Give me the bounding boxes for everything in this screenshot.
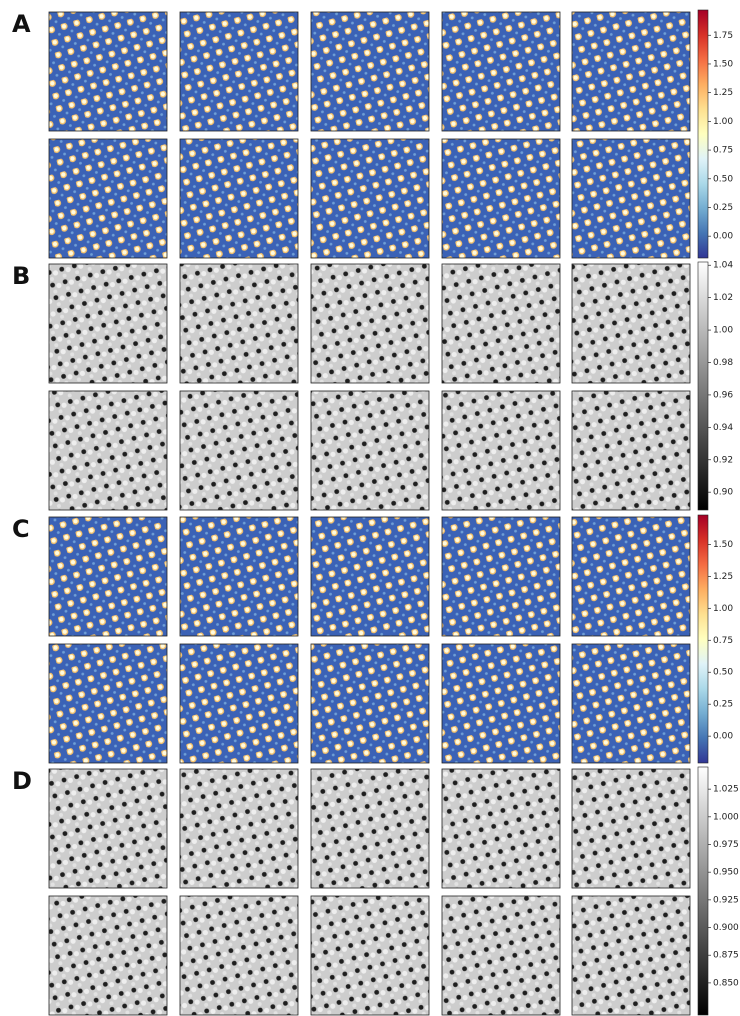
colorbar-tick-label: 0.75: [713, 636, 733, 646]
image-panel: [310, 11, 430, 132]
panel-label: C: [12, 515, 30, 543]
colorbar-tick-label: 0.75: [713, 146, 733, 156]
image-panel: [48, 138, 168, 259]
colorbar-tick-label: 1.025: [713, 785, 739, 795]
image-panel: [48, 11, 168, 132]
colorbar-tick-label: 0.875: [713, 951, 739, 961]
image-panel: [179, 516, 299, 637]
image-panel: [310, 768, 430, 889]
image-panel: [441, 643, 561, 764]
panel-label: A: [12, 10, 31, 38]
image-panel: [310, 138, 430, 259]
colorbar: [697, 766, 709, 1016]
colorbar-tick-label: 1.04: [713, 261, 733, 271]
image-panel: [48, 516, 168, 637]
image-panel: [179, 263, 299, 384]
image-panel: [179, 895, 299, 1016]
image-panel: [310, 516, 430, 637]
colorbar-tick-label: 0.900: [713, 923, 739, 933]
image-panel: [179, 768, 299, 889]
image-panel: [310, 263, 430, 384]
image-panel: [571, 643, 691, 764]
image-panel: [441, 895, 561, 1016]
image-panel: [571, 138, 691, 259]
colorbar-tick-label: 1.00: [713, 326, 733, 336]
image-panel: [441, 263, 561, 384]
image-panel: [571, 768, 691, 889]
colorbar: [697, 514, 709, 764]
colorbar-tick-label: 0.50: [713, 174, 733, 184]
image-panel: [310, 390, 430, 511]
image-panel: [571, 390, 691, 511]
colorbar-tick-label: 0.25: [713, 700, 733, 710]
image-panel: [441, 516, 561, 637]
colorbar-tick-label: 1.25: [713, 572, 733, 582]
image-panel: [571, 263, 691, 384]
colorbar-tick-label: 1.00: [713, 604, 733, 614]
image-panel: [571, 516, 691, 637]
image-panel: [48, 643, 168, 764]
image-panel: [179, 390, 299, 511]
image-panel: [310, 643, 430, 764]
colorbar-tick-label: 0.850: [713, 978, 739, 988]
image-panel: [48, 895, 168, 1016]
colorbar-tick-label: 0.975: [713, 840, 739, 850]
image-panel: [571, 895, 691, 1016]
image-panel: [179, 138, 299, 259]
colorbar-tick-label: 0.00: [713, 232, 733, 242]
image-panel: [441, 768, 561, 889]
colorbar-tick-label: 0.90: [713, 488, 733, 498]
colorbar-tick-label: 0.25: [713, 203, 733, 213]
colorbar-tick-label: 0.925: [713, 895, 739, 905]
colorbar-tick-label: 1.75: [713, 31, 733, 41]
colorbar-tick-label: 0.96: [713, 390, 733, 400]
colorbar-tick-label: 0.94: [713, 423, 733, 433]
panel-label: D: [12, 767, 32, 795]
colorbar-tick-label: 0.98: [713, 358, 733, 368]
image-panel: [441, 390, 561, 511]
image-panel: [571, 11, 691, 132]
colorbar-tick-label: 1.00: [713, 117, 733, 127]
image-panel: [179, 643, 299, 764]
image-panel: [48, 263, 168, 384]
image-panel: [441, 11, 561, 132]
image-panel: [441, 138, 561, 259]
panel-label: B: [12, 262, 30, 290]
image-panel: [48, 390, 168, 511]
colorbar: [697, 261, 709, 511]
colorbar-tick-label: 0.92: [713, 455, 733, 465]
image-panel: [310, 895, 430, 1016]
colorbar: [697, 9, 709, 259]
colorbar-tick-label: 1.25: [713, 88, 733, 98]
image-panel: [48, 768, 168, 889]
colorbar-tick-label: 1.02: [713, 293, 733, 303]
colorbar-tick-label: 0.950: [713, 868, 739, 878]
colorbar-tick-label: 0.00: [713, 732, 733, 742]
colorbar-tick-label: 0.50: [713, 668, 733, 678]
image-panel: [179, 11, 299, 132]
colorbar-tick-label: 1.50: [713, 59, 733, 69]
colorbar-tick-label: 1.000: [713, 812, 739, 822]
colorbar-tick-label: 1.50: [713, 540, 733, 550]
